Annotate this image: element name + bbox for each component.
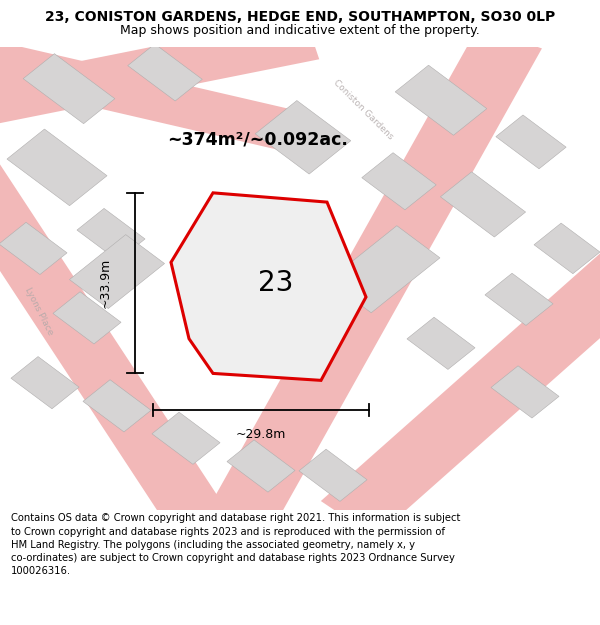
Polygon shape <box>23 54 115 124</box>
Polygon shape <box>328 226 440 312</box>
Text: ~33.9m: ~33.9m <box>98 258 112 308</box>
Polygon shape <box>299 449 367 501</box>
Polygon shape <box>171 193 366 381</box>
Polygon shape <box>362 152 436 210</box>
Polygon shape <box>321 251 600 538</box>
Polygon shape <box>83 380 151 432</box>
Polygon shape <box>485 273 553 326</box>
Polygon shape <box>0 161 226 530</box>
Polygon shape <box>534 223 600 274</box>
Polygon shape <box>0 222 67 274</box>
Polygon shape <box>53 292 121 344</box>
Polygon shape <box>208 27 542 530</box>
Text: Map shows position and indicative extent of the property.: Map shows position and indicative extent… <box>120 24 480 37</box>
Text: Coniston Gardens: Coniston Gardens <box>331 78 395 141</box>
Polygon shape <box>255 101 351 174</box>
Text: 23, CONISTON GARDENS, HEDGE END, SOUTHAMPTON, SO30 0LP: 23, CONISTON GARDENS, HEDGE END, SOUTHAM… <box>45 11 555 24</box>
Polygon shape <box>77 208 145 261</box>
Polygon shape <box>395 65 487 135</box>
Text: Lyons Place: Lyons Place <box>23 286 55 336</box>
Polygon shape <box>0 16 319 124</box>
Text: ~374m²/~0.092ac.: ~374m²/~0.092ac. <box>167 131 349 149</box>
Text: ~29.8m: ~29.8m <box>236 428 286 441</box>
Polygon shape <box>440 172 526 237</box>
Polygon shape <box>128 44 202 101</box>
Polygon shape <box>491 366 559 418</box>
Polygon shape <box>70 234 164 309</box>
Text: Contains OS data © Crown copyright and database right 2021. This information is : Contains OS data © Crown copyright and d… <box>11 514 460 576</box>
Polygon shape <box>0 41 296 150</box>
Polygon shape <box>407 318 475 369</box>
Polygon shape <box>7 129 107 206</box>
Text: 23: 23 <box>259 269 293 297</box>
Polygon shape <box>152 412 220 464</box>
Polygon shape <box>11 357 79 409</box>
Polygon shape <box>496 115 566 169</box>
Polygon shape <box>227 440 295 492</box>
